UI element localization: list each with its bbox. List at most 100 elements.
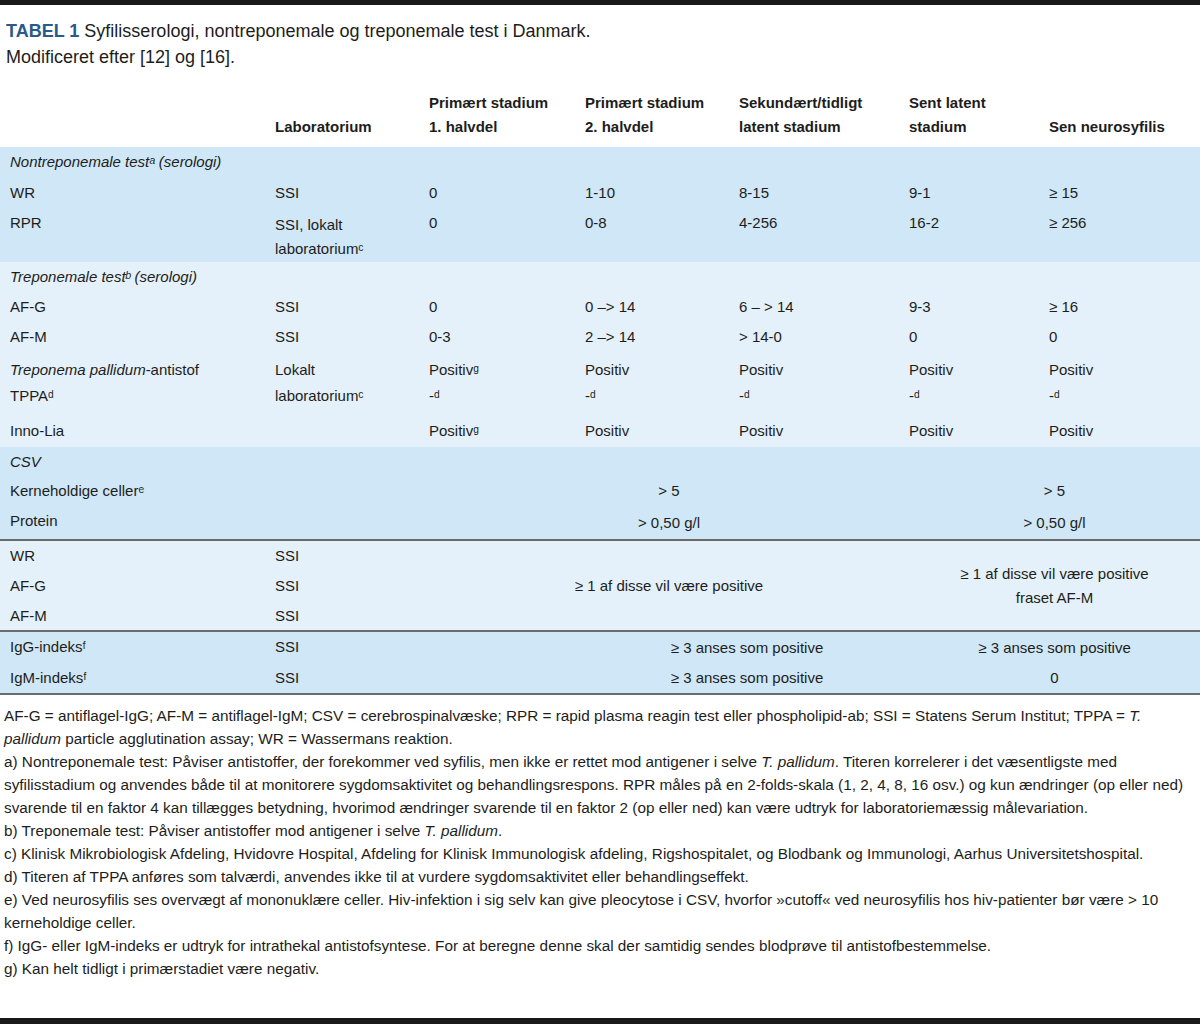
merged-value-cell: > 0,50 g/l: [429, 506, 909, 540]
value-cell: Positiv: [1049, 416, 1200, 447]
value-cell: 9-3: [909, 292, 1049, 322]
section-title: CSV: [0, 447, 1200, 476]
value-cell: 0: [429, 292, 585, 322]
table-row-igm-indeks: IgM-indeksᶠ SSI ≥ 3 anses som positive 0: [0, 663, 1200, 694]
lab-cell: SSI: [275, 601, 429, 631]
test-name: AF-M: [0, 322, 275, 352]
value-cell: 0 –> 14: [585, 292, 739, 322]
footnote-f: f) IgG- eller IgM-indeks er udtryk for i…: [4, 934, 1194, 957]
value-cell: Positiv-ᵈ: [585, 352, 739, 416]
table-row-igg-indeks: IgG-indeksᶠ SSI ≥ 3 anses som positive ≥…: [0, 631, 1200, 663]
merged-value-cell: 0: [909, 663, 1200, 694]
value-cell: ≥ 256: [1049, 208, 1200, 262]
table-row-afm: AF-M SSI 0-3 2 –> 14 > 14-0 0 0: [0, 322, 1200, 352]
value-cell: 6 – > 14: [739, 292, 909, 322]
test-name: IgG-indeksᶠ: [0, 631, 275, 663]
table-label: TABEL 1: [6, 21, 79, 41]
value-cell: 9-1: [909, 178, 1049, 208]
value-cell: 0-3: [429, 322, 585, 352]
section-title: Treponemale testᵇ (serologi): [0, 262, 1200, 292]
lab-cell: SSI: [275, 322, 429, 352]
value-cell: Positiv-ᵈ: [1049, 352, 1200, 416]
table-row-protein: Protein > 0,50 g/l > 0,50 g/l: [0, 506, 1200, 540]
empty-cell: [275, 476, 429, 506]
value-cell: Positivᵍ-ᵈ: [429, 352, 585, 416]
footnote-e: e) Ved neurosyfilis ses overvægt af mono…: [4, 888, 1194, 934]
merged-value-cell: ≥ 3 anses som positive: [585, 663, 909, 694]
test-name: Kerneholdige cellerᵉ: [0, 476, 275, 506]
lab-cell: SSI: [275, 540, 429, 571]
table-row-kerneholdige: Kerneholdige cellerᵉ > 5 > 5: [0, 476, 1200, 506]
value-cell: 0: [429, 178, 585, 208]
serology-table: Laboratorium Primært stadium1. halvdel P…: [0, 85, 1200, 695]
footnote-c: c) Klinisk Mikrobiologisk Afdeling, Hvid…: [4, 842, 1194, 865]
lab-cell: SSI: [275, 631, 429, 663]
merged-value-cell: ≥ 3 anses som positive: [585, 631, 909, 663]
header-secondary-early-latent: Sekundært/tidligtlatent stadium: [739, 85, 909, 147]
table-row-afg: AF-G SSI 0 0 –> 14 6 – > 14 9-3 ≥ 16: [0, 292, 1200, 322]
test-name: Protein: [0, 506, 275, 540]
footnote-g: g) Kan helt tidligt i primærstadiet være…: [4, 957, 1194, 980]
test-name: AF-G: [0, 292, 275, 322]
header-empty: [0, 85, 275, 147]
test-name: RPR: [0, 208, 275, 262]
table-title-text: Syfilisserologi, nontreponemale og trepo…: [79, 21, 590, 41]
value-cell: 0: [909, 322, 1049, 352]
value-cell: 1-10: [585, 178, 739, 208]
value-cell: 2 –> 14: [585, 322, 739, 352]
value-cell: Positiv: [739, 416, 909, 447]
lab-cell: SSI: [275, 663, 429, 694]
lab-cell: SSI: [275, 178, 429, 208]
test-name: IgM-indeksᶠ: [0, 663, 275, 694]
section-title: Nontreponemale testᵃ (serologi): [0, 147, 1200, 178]
table-row-tppa: Treponema pallidum-antistofTPPAᵈ Lokaltl…: [0, 352, 1200, 416]
merged-value-cell: > 0,50 g/l: [909, 506, 1200, 540]
section-row-treponemale: Treponemale testᵇ (serologi): [0, 262, 1200, 292]
lab-cell: Lokaltlaboratoriumᶜ: [275, 352, 429, 416]
value-cell: ≥ 15: [1049, 178, 1200, 208]
value-cell: ≥ 16: [1049, 292, 1200, 322]
test-name: Inno-Lia: [0, 416, 275, 447]
test-name: WR: [0, 178, 275, 208]
lab-cell: SSI: [275, 571, 429, 601]
footnote-b: b) Treponemale test: Påviser antistoffer…: [4, 819, 1194, 842]
merged-value-cell: ≥ 3 anses som positive: [909, 631, 1200, 663]
value-cell: > 14-0: [739, 322, 909, 352]
empty-cell: [429, 663, 585, 694]
table-row-wr: WR SSI 0 1-10 8-15 9-1 ≥ 15: [0, 178, 1200, 208]
value-cell: Positiv: [585, 416, 739, 447]
header-laboratorium: Laboratorium: [275, 85, 429, 147]
test-name: AF-M: [0, 601, 275, 631]
merged-value-cell: ≥ 1 af disse vil være positive: [429, 540, 909, 631]
test-name: WR: [0, 540, 275, 571]
test-name: Treponema pallidum-antistofTPPAᵈ: [0, 352, 275, 416]
footnote-a: a) Nontreponemale test: Påviser antistof…: [4, 750, 1194, 819]
merged-value-cell: > 5: [429, 476, 909, 506]
value-cell: 0: [1049, 322, 1200, 352]
bottom-rule: [0, 1018, 1200, 1024]
empty-cell: [275, 506, 429, 540]
header-primary-second-half: Primært stadium2. halvdel: [585, 85, 739, 147]
header-primary-first-half: Primært stadium1. halvdel: [429, 85, 585, 147]
table-row-wr-group: WR SSI ≥ 1 af disse vil være positive ≥ …: [0, 540, 1200, 571]
header-late-neurosyphilis: Sen neurosyfilis: [1049, 85, 1200, 147]
empty-cell: [429, 631, 585, 663]
value-cell: 8-15: [739, 178, 909, 208]
merged-value-cell: > 5: [909, 476, 1200, 506]
table-caption: TABEL 1 Syfilisserologi, nontreponemale …: [0, 5, 1200, 70]
merged-value-cell: ≥ 1 af disse vil være positivefraset AF-…: [909, 540, 1200, 631]
footnotes-block: AF-G = antiflagel-IgG; AF-M = antiflagel…: [0, 704, 1200, 980]
value-cell: Positiv: [909, 416, 1049, 447]
table-subtitle: Modificeret efter [12] og [16].: [6, 47, 235, 67]
lab-cell: SSI: [275, 292, 429, 322]
section-row-nontreponemale: Nontreponemale testᵃ (serologi): [0, 147, 1200, 178]
test-name: AF-G: [0, 571, 275, 601]
header-late-latent: Sent latentstadium: [909, 85, 1049, 147]
footnote-abbreviations: AF-G = antiflagel-IgG; AF-M = antiflagel…: [4, 704, 1194, 750]
value-cell: 0-8: [585, 208, 739, 262]
value-cell: 16-2: [909, 208, 1049, 262]
value-cell: Positivᵍ: [429, 416, 585, 447]
value-cell: 0: [429, 208, 585, 262]
empty-cell: [275, 416, 429, 447]
table-row-rpr: RPR SSI, lokaltlaboratoriumᶜ 0 0-8 4-256…: [0, 208, 1200, 262]
